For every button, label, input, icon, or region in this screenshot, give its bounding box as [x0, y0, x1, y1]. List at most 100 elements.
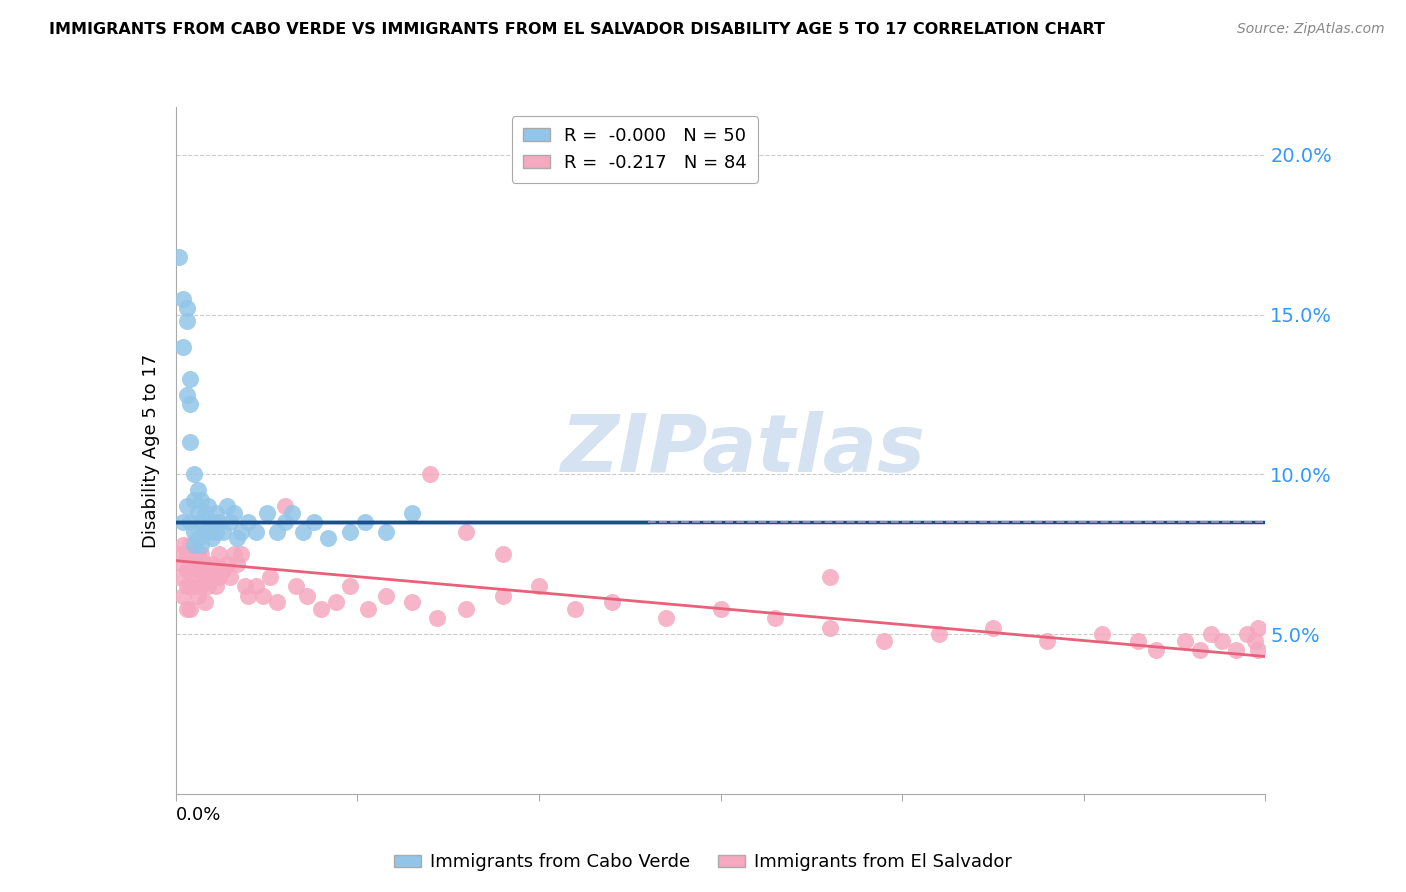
Point: [426, 611, 449, 625]
Point: [1247, 621, 1270, 635]
Point: [204, 524, 226, 539]
Point: [190, 547, 212, 561]
Point: [353, 516, 375, 530]
Point: [176, 563, 198, 577]
Point: [245, 579, 267, 593]
Point: [238, 589, 260, 603]
Point: [401, 506, 423, 520]
Point: [527, 579, 550, 593]
Point: [339, 524, 361, 539]
Point: [179, 371, 201, 385]
Point: [339, 579, 361, 593]
Point: [1036, 633, 1059, 648]
Point: [186, 506, 209, 520]
Point: [176, 579, 198, 593]
Point: [256, 506, 278, 520]
Point: [194, 524, 217, 539]
Point: [222, 547, 245, 561]
Point: [179, 579, 201, 593]
Point: [600, 595, 623, 609]
Point: [309, 601, 332, 615]
Point: [183, 524, 205, 539]
Text: Source: ZipAtlas.com: Source: ZipAtlas.com: [1237, 22, 1385, 37]
Point: [201, 557, 224, 571]
Point: [204, 506, 226, 520]
Point: [183, 538, 205, 552]
Point: [169, 250, 191, 264]
Point: [818, 621, 841, 635]
Point: [981, 621, 1004, 635]
Point: [231, 547, 253, 561]
Point: [763, 611, 786, 625]
Point: [190, 563, 212, 577]
Point: [233, 579, 256, 593]
Point: [172, 340, 194, 354]
Point: [219, 569, 242, 583]
Point: [179, 435, 201, 450]
Legend: R =  -0.000   N = 50, R =  -0.217   N = 84: R = -0.000 N = 50, R = -0.217 N = 84: [512, 116, 758, 183]
Point: [183, 493, 205, 508]
Point: [201, 516, 224, 530]
Point: [226, 531, 249, 545]
Point: [1243, 633, 1265, 648]
Point: [219, 516, 242, 530]
Point: [1247, 643, 1270, 657]
Point: [172, 538, 194, 552]
Point: [1146, 643, 1168, 657]
Point: [212, 524, 235, 539]
Point: [492, 547, 515, 561]
Point: [266, 524, 288, 539]
Point: [226, 557, 249, 571]
Point: [928, 627, 950, 641]
Point: [197, 524, 219, 539]
Point: [176, 387, 198, 401]
Point: [208, 516, 231, 530]
Point: [190, 579, 212, 593]
Point: [172, 292, 194, 306]
Point: [179, 601, 201, 615]
Point: [215, 500, 238, 514]
Point: [194, 506, 217, 520]
Point: [1128, 633, 1150, 648]
Point: [194, 557, 217, 571]
Point: [183, 579, 205, 593]
Point: [1236, 627, 1258, 641]
Point: [291, 524, 314, 539]
Point: [222, 506, 245, 520]
Point: [186, 483, 209, 498]
Point: [873, 633, 896, 648]
Point: [710, 601, 733, 615]
Point: [238, 516, 260, 530]
Point: [186, 531, 209, 545]
Point: [179, 397, 201, 411]
Point: [208, 569, 231, 583]
Point: [190, 493, 212, 508]
Point: [186, 589, 209, 603]
Point: [375, 524, 398, 539]
Point: [194, 569, 217, 583]
Point: [176, 601, 198, 615]
Point: [284, 579, 307, 593]
Point: [169, 569, 191, 583]
Point: [212, 563, 235, 577]
Point: [302, 516, 325, 530]
Point: [176, 314, 198, 328]
Point: [197, 579, 219, 593]
Point: [252, 589, 274, 603]
Point: [274, 516, 297, 530]
Point: [655, 611, 678, 625]
Point: [201, 531, 224, 545]
Point: [259, 569, 281, 583]
Point: [179, 516, 201, 530]
Point: [204, 579, 226, 593]
Text: ZIPatlas: ZIPatlas: [560, 411, 925, 490]
Point: [245, 524, 267, 539]
Point: [295, 589, 318, 603]
Point: [183, 563, 205, 577]
Point: [186, 547, 209, 561]
Point: [1199, 627, 1222, 641]
Point: [401, 595, 423, 609]
Point: [183, 467, 205, 482]
Point: [201, 569, 224, 583]
Point: [456, 601, 478, 615]
